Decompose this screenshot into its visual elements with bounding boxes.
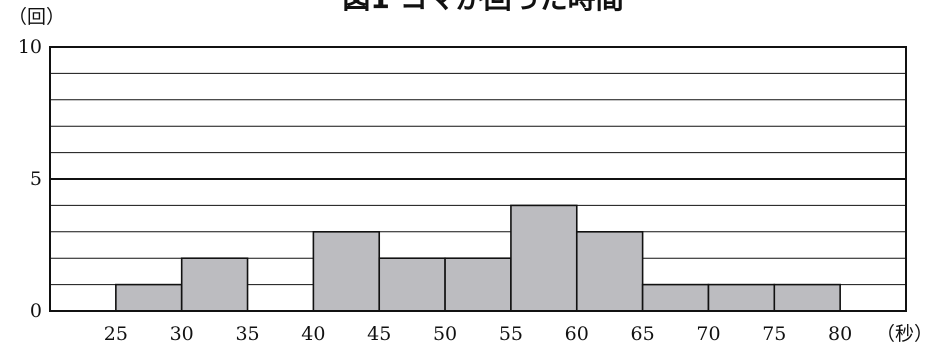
y-tick-label: 10 — [18, 36, 42, 58]
x-tick-label: 75 — [762, 323, 786, 344]
x-tick-label: 45 — [367, 323, 391, 344]
x-tick-label: 50 — [433, 323, 457, 344]
histogram-bar — [444, 257, 512, 312]
histogram-bar — [641, 283, 710, 312]
histogram-bar — [115, 283, 183, 312]
x-tick-label: 80 — [828, 323, 852, 344]
histogram-bar — [510, 204, 578, 312]
x-tick-label: 30 — [170, 323, 194, 344]
x-tick-label: 65 — [631, 323, 655, 344]
x-tick-label: 40 — [301, 323, 325, 344]
bars — [115, 204, 841, 312]
x-tick-label: 35 — [235, 323, 259, 344]
histogram-bar — [378, 257, 446, 312]
gridlines — [50, 72, 906, 286]
x-tick-label: 70 — [696, 323, 720, 344]
plot-border — [49, 46, 907, 312]
y-tick-label: 5 — [30, 168, 42, 190]
histogram-bar — [575, 231, 644, 312]
x-axis-unit: （秒） — [876, 323, 933, 344]
y-tick-labels: 0 5 10 — [18, 36, 42, 322]
y-tick-label: 0 — [30, 300, 42, 322]
x-tick-label: 55 — [499, 323, 523, 344]
x-tick-labels: 25 30 35 40 45 50 55 60 65 70 75 80 — [104, 323, 852, 344]
chart-title: 図1 コマが回った時間 — [342, 0, 623, 15]
plot-frame — [49, 46, 907, 312]
x-tick-label: 25 — [104, 323, 128, 344]
y-axis-unit: （回） — [8, 6, 65, 28]
histogram-bar — [707, 283, 776, 312]
histogram-bar — [180, 257, 249, 312]
histogram-bar — [773, 283, 841, 312]
x-tick-label: 60 — [565, 323, 589, 344]
histogram-bar — [312, 231, 381, 312]
